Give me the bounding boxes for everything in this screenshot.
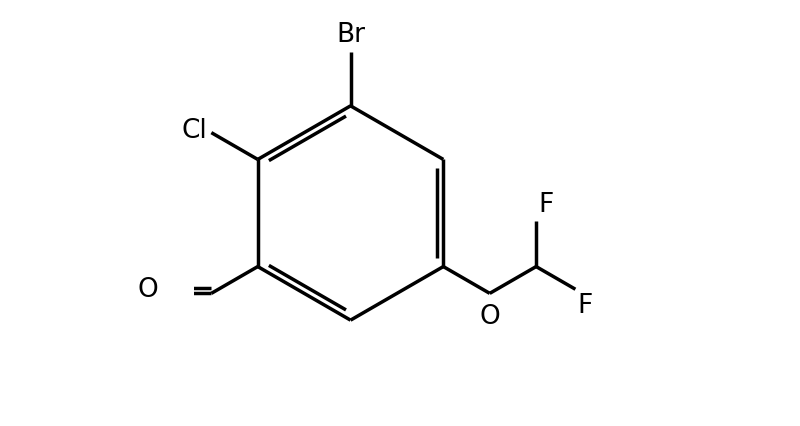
Text: O: O <box>137 277 158 303</box>
Text: F: F <box>578 293 593 319</box>
Text: Cl: Cl <box>182 118 207 144</box>
Text: F: F <box>538 192 554 218</box>
Text: Br: Br <box>336 22 365 48</box>
Text: O: O <box>479 304 500 330</box>
